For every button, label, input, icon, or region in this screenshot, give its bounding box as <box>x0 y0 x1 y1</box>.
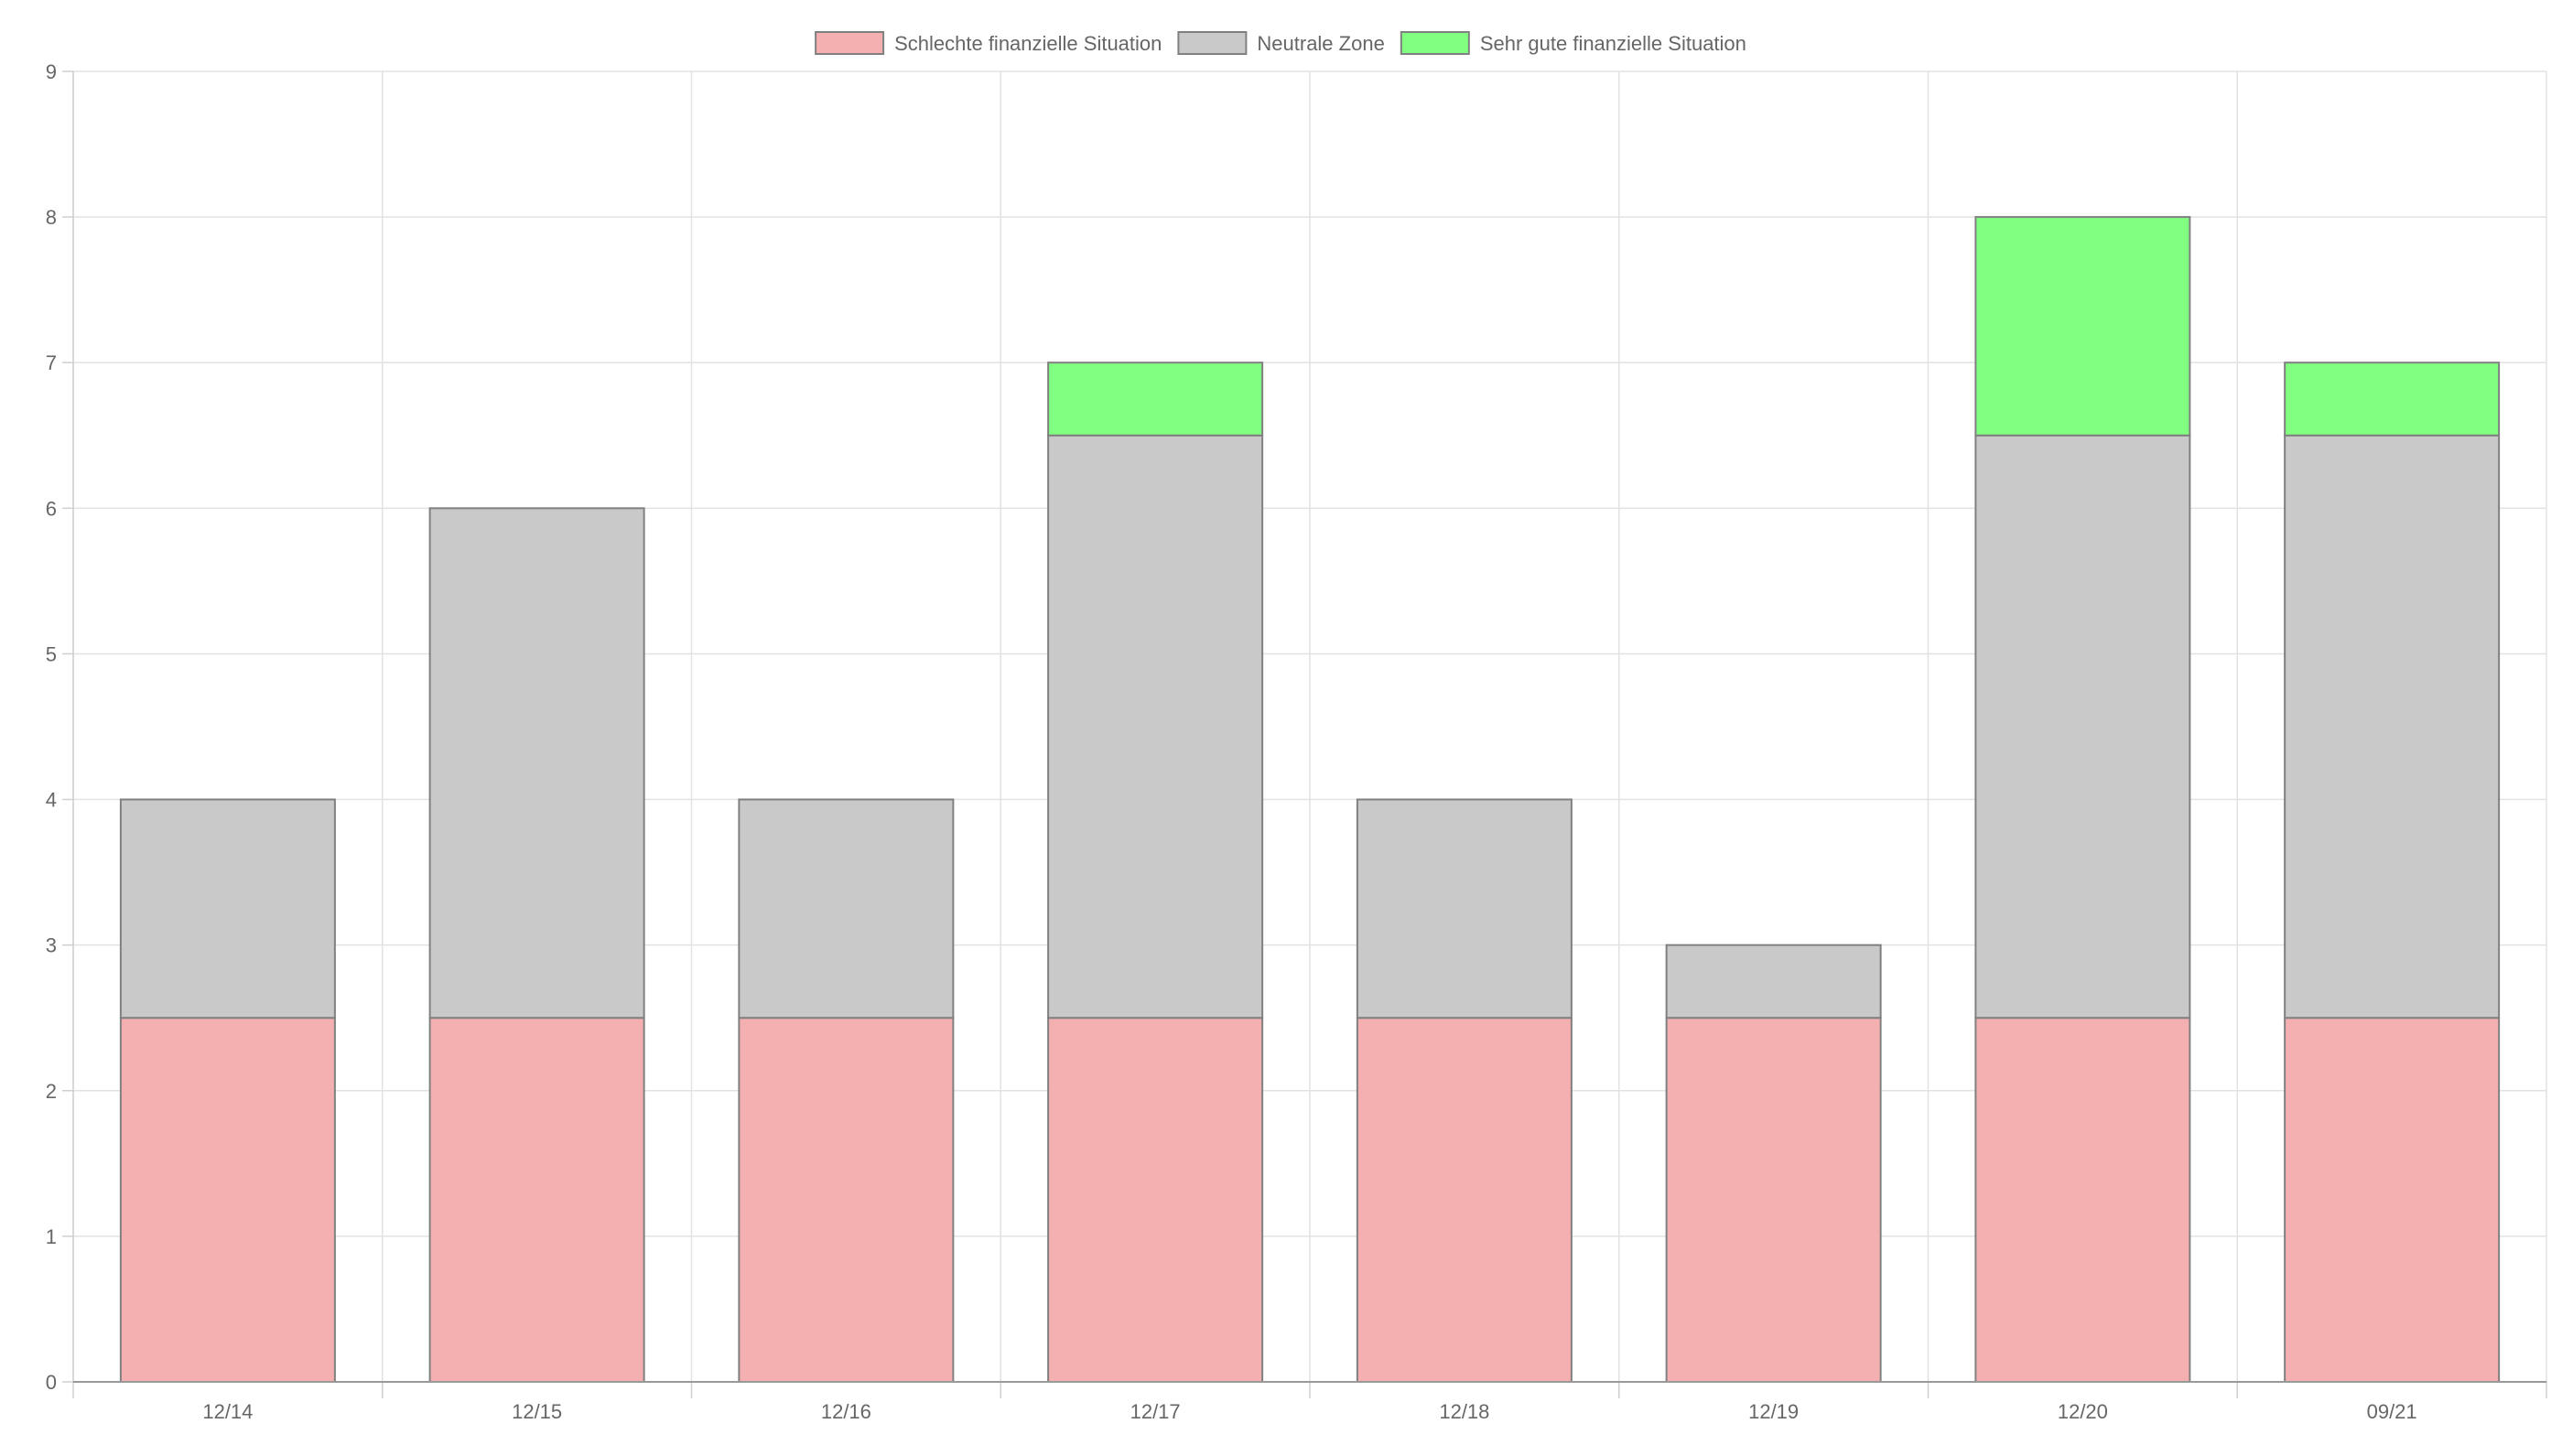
bar-segment-schlecht[interactable] <box>1974 1017 2191 1383</box>
bar-segment-neutral[interactable] <box>119 798 336 1019</box>
y-tick-label: 1 <box>46 1225 57 1248</box>
bar-segment-schlecht[interactable] <box>2284 1017 2501 1383</box>
bar-segment-schlecht[interactable] <box>428 1017 645 1383</box>
y-tick-label: 5 <box>46 642 57 665</box>
legend-swatch[interactable] <box>1177 31 1248 55</box>
bar-segment-sehr-gut[interactable] <box>1974 216 2191 437</box>
bar-segment-sehr-gut[interactable] <box>1047 361 1264 437</box>
x-tick-label: 12/18 <box>1439 1400 1489 1423</box>
y-tick-label: 6 <box>46 497 57 520</box>
x-tick-label: 12/16 <box>821 1400 871 1423</box>
bar-segment-sehr-gut[interactable] <box>2284 361 2501 437</box>
bar-segment-neutral[interactable] <box>2284 434 2501 1019</box>
bar-segment-neutral[interactable] <box>738 798 955 1019</box>
bar-segment-schlecht[interactable] <box>1356 1017 1573 1383</box>
bar-segment-neutral[interactable] <box>1356 798 1573 1019</box>
legend-swatch[interactable] <box>815 31 885 55</box>
y-tick-label: 4 <box>46 789 57 812</box>
bar-segment-neutral[interactable] <box>428 507 645 1019</box>
bar-segment-schlecht[interactable] <box>119 1017 336 1383</box>
y-tick-label: 2 <box>46 1080 57 1103</box>
legend-label: Sehr gute finanzielle Situation <box>1480 32 1746 55</box>
y-tick-label: 8 <box>46 206 57 229</box>
legend[interactable]: Schlechte finanzielle Situation Neutrale … <box>815 31 1746 55</box>
legend-label: Neutrale Zone <box>1257 32 1384 55</box>
x-tick-label: 12/14 <box>202 1400 253 1423</box>
x-tick-label: 12/15 <box>512 1400 562 1423</box>
bars <box>119 216 2501 1383</box>
x-tick-label: 12/20 <box>2058 1400 2108 1423</box>
bar-segment-schlecht[interactable] <box>738 1017 955 1383</box>
axes: 0 1 2 3 4 5 6 7 8 9 12/14 12/15 12/16 12/17 12/18 12/19… <box>46 60 2547 1423</box>
bar-segment-schlecht[interactable] <box>1047 1017 1264 1383</box>
y-tick-label: 0 <box>46 1371 57 1394</box>
legend-swatch[interactable] <box>1400 31 1470 55</box>
bar-segment-neutral[interactable] <box>1047 434 1264 1019</box>
bar-segment-neutral[interactable] <box>1974 434 2191 1019</box>
x-tick-label: 12/17 <box>1130 1400 1181 1423</box>
y-tick-label: 9 <box>46 60 57 83</box>
bar-segment-neutral[interactable] <box>1665 944 1882 1019</box>
y-tick-label: 7 <box>46 351 57 374</box>
x-tick-label: 09/21 <box>2367 1400 2417 1423</box>
bar-segment-schlecht[interactable] <box>1665 1017 1882 1383</box>
legend-label: Schlechte finanzielle Situation <box>894 32 1162 55</box>
x-tick-label: 12/19 <box>1748 1400 1799 1423</box>
y-tick-label: 3 <box>46 934 57 957</box>
